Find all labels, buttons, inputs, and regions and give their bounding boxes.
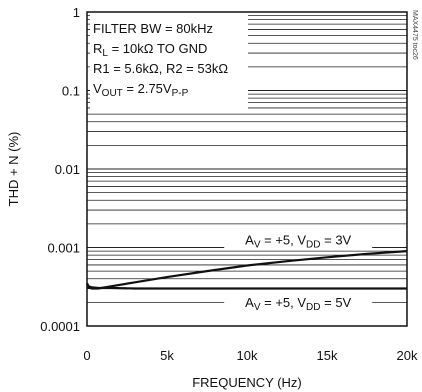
plot-frame	[86, 11, 408, 327]
series-label: AV = +5, VDD = 3V	[245, 232, 351, 250]
y-tick-label: 0.01	[55, 162, 80, 177]
y-tick-label: 0.0001	[40, 319, 80, 334]
series-label-bg	[224, 291, 373, 312]
curves	[86, 250, 408, 290]
x-tick-label: 5k	[160, 348, 174, 363]
x-tick-label: 15k	[317, 348, 338, 363]
y-axis-title: THD + N (%)	[6, 132, 21, 207]
x-axis-title: FREQUENCY (Hz)	[192, 375, 302, 390]
y-tick-label: 1	[73, 5, 80, 20]
x-tick-label: 10k	[237, 348, 258, 363]
y-tick-label: 0.1	[62, 84, 80, 99]
y-tick-label: 0.001	[47, 241, 80, 256]
condition-line: RL = 10kΩ TO GND	[93, 41, 207, 59]
series-line	[86, 282, 407, 290]
conditions-box	[90, 15, 248, 109]
x-tick-label: 0	[83, 348, 90, 363]
series-line	[86, 250, 408, 290]
series-label: AV = +5, VDD = 5V	[245, 295, 351, 313]
condition-line: FILTER BW = 80kHz	[93, 21, 213, 36]
series-label-bg	[224, 228, 373, 249]
condition-line: R1 = 5.6kΩ, R2 = 53kΩ	[93, 61, 228, 76]
x-tick-label: 20k	[397, 348, 418, 363]
condition-line: VOUT = 2.75VP-P	[93, 81, 189, 99]
part-number-watermark: MAX4475 toc26	[411, 10, 418, 60]
annotations: FILTER BW = 80kHz RL = 10kΩ TO GND R1 = 5.…	[90, 15, 373, 313]
